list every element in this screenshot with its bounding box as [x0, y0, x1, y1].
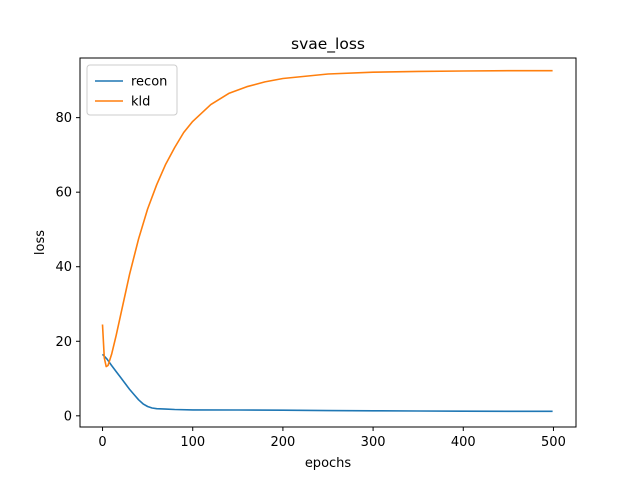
- y-tick-label: 60: [55, 186, 72, 201]
- y-axis: 0 20 40 60 80: [55, 111, 80, 424]
- x-tick-label: 400: [451, 435, 476, 450]
- y-axis-label: loss: [33, 230, 48, 255]
- y-tick-label: 80: [55, 111, 72, 126]
- legend-label-kld: kld: [131, 95, 150, 110]
- y-tick-label: 20: [55, 335, 72, 350]
- series-line-recon: [101, 353, 553, 413]
- x-tick-label: 200: [270, 435, 295, 450]
- plot-area: [79, 57, 577, 428]
- y-tick-label: 40: [55, 260, 72, 275]
- x-tick-label: 100: [180, 435, 205, 450]
- legend-box: [86, 64, 178, 116]
- chart-title: svae_loss: [291, 35, 365, 54]
- legend: recon kld: [86, 64, 178, 116]
- y-tick-label: 0: [64, 409, 72, 424]
- x-axis: 0 100 200 300 400 500: [98, 427, 566, 450]
- series-line-kld: [101, 69, 553, 368]
- legend-label-recon: recon: [131, 75, 167, 90]
- x-tick-label: 300: [361, 435, 386, 450]
- x-axis-label: epochs: [305, 456, 352, 471]
- x-tick-label: 0: [98, 435, 106, 450]
- plot-frame: [79, 57, 577, 428]
- x-tick-label: 500: [541, 435, 566, 450]
